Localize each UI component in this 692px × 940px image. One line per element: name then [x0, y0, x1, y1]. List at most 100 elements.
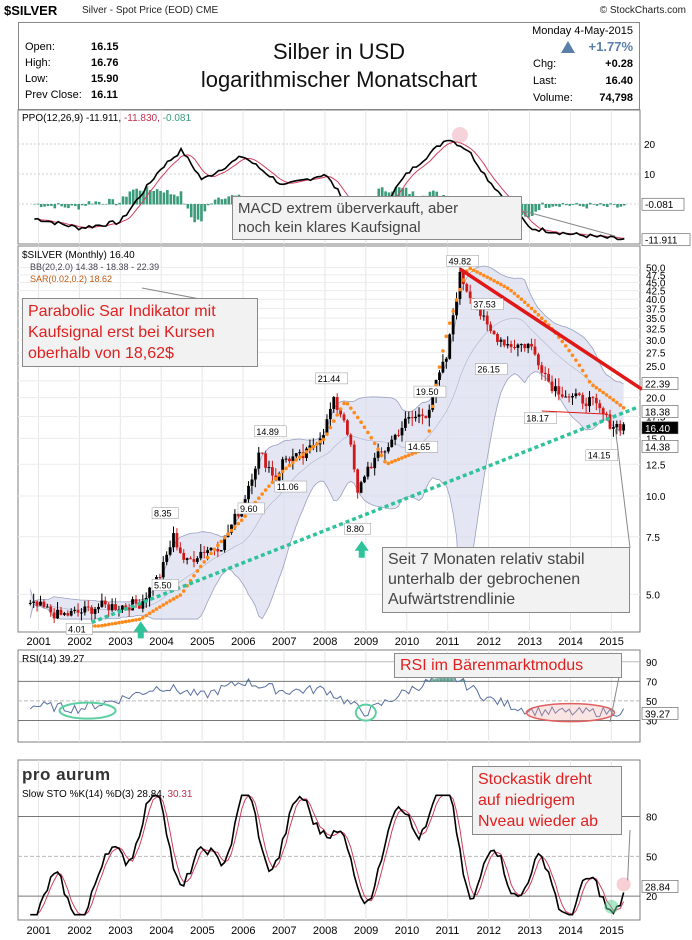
sar-dot — [96, 624, 101, 628]
price-tick-label: 7.5 — [646, 533, 660, 544]
sar-dot — [192, 573, 196, 578]
sar-dot — [447, 321, 452, 325]
price-tick-label: 40.0 — [646, 295, 666, 306]
sar-dot — [331, 419, 336, 423]
price-annotation: 8.35 — [154, 509, 172, 519]
ppo-histogram-bar — [155, 189, 159, 205]
ppo-histogram-bar — [87, 201, 91, 205]
ppo-histogram-bar — [60, 204, 63, 207]
annotation-box — [585, 449, 619, 461]
price-bar-body — [189, 558, 192, 560]
price-bar-body — [363, 476, 366, 483]
sar-dot — [212, 547, 217, 552]
price-bar-body — [172, 533, 175, 548]
sar-dot — [505, 286, 510, 291]
price-bar-body — [219, 550, 223, 552]
ppo-histogram-bar — [605, 204, 609, 207]
price-bar-body — [492, 330, 496, 335]
price-bar-body — [335, 397, 339, 410]
sar-dot — [318, 439, 322, 444]
sar-dot — [219, 539, 224, 544]
sar-dot — [563, 344, 568, 348]
annotation-box — [65, 623, 93, 635]
ppo-histogram-bar — [43, 204, 46, 207]
price-bar-body — [608, 414, 612, 429]
chart-title-line2: logarithmischer Monatschart — [200, 67, 478, 92]
annotation-box — [344, 522, 372, 535]
price-bar-body — [352, 444, 356, 470]
price-bar-body — [605, 414, 608, 416]
sar-legend: SAR(0.02,0.2) 18.62 — [30, 274, 113, 284]
price-badge-bb-lower-bg — [641, 440, 679, 453]
sar-dot — [427, 429, 432, 433]
ppo-histogram-bar — [520, 204, 524, 216]
sar-dot — [236, 521, 241, 526]
price-bar-body — [557, 386, 561, 395]
ppo-histogram-bar — [172, 194, 176, 205]
exchange: CME — [195, 5, 219, 16]
ppo-histogram-bar — [94, 201, 98, 205]
sar-dot — [345, 401, 350, 406]
sar-dot — [441, 349, 445, 353]
support-line — [541, 410, 608, 415]
price-bar-body — [482, 315, 486, 317]
ppo-histogram-bar — [571, 204, 575, 205]
ppo-histogram-bar — [578, 204, 582, 206]
brand[interactable]: © StockCharts.com — [599, 5, 686, 16]
price-bar-body — [574, 393, 578, 397]
sto-k-line — [30, 794, 625, 916]
sar-dot — [533, 309, 537, 314]
ppo-histogram-bar — [537, 204, 541, 211]
sar-dot — [168, 599, 172, 603]
ppo-badge-hist-bg — [641, 197, 685, 211]
price-bar-body — [141, 601, 145, 609]
ppo-histogram-bar — [97, 201, 101, 205]
sar-dot — [591, 383, 595, 388]
ppo-peak-marker — [451, 127, 468, 143]
price-tick-label: 5.0 — [646, 590, 660, 601]
ppo-histogram-bar — [227, 196, 231, 205]
price-tick-label: 15.0 — [646, 434, 666, 445]
sto-badge-bg — [641, 880, 679, 893]
ppo-histogram-bar — [200, 204, 203, 222]
price-bar-body — [223, 537, 227, 551]
x-tick-label: 2006 — [231, 636, 255, 648]
ppo-histogram-bar — [623, 204, 626, 206]
price-bar-body — [618, 423, 622, 431]
price-bar-body — [543, 372, 547, 375]
volume-label: Volume: — [533, 92, 573, 104]
last-value: 16.40 — [605, 75, 633, 87]
ppo-histogram-bar — [101, 204, 104, 205]
price-tick-label: 32.5 — [646, 325, 666, 336]
price-bar-body — [339, 409, 342, 415]
prev-close-label: Prev Close: — [25, 89, 82, 101]
price-bar-body — [519, 344, 523, 346]
x-tick-label: 2007 — [272, 636, 296, 648]
price-bar-body — [499, 339, 503, 342]
price-tick-label: 47.5 — [646, 271, 666, 282]
price-bar-body — [288, 458, 291, 462]
ppo-histogram-bar — [176, 196, 179, 205]
price-bar-body — [83, 606, 87, 613]
price-bar-body — [485, 315, 489, 325]
ppo-histogram-bar — [128, 191, 132, 205]
price-bar-body — [403, 418, 407, 428]
ppo-histogram-bar — [149, 190, 152, 205]
price-annotation: 19.50 — [416, 387, 439, 397]
price-badge-bb-lower: 14.38 — [645, 442, 670, 453]
ppo-histogram-bar — [70, 204, 74, 206]
price-bar-body — [284, 458, 288, 460]
price-bar-body — [479, 309, 482, 316]
price-bar-body — [540, 365, 544, 373]
sar-dot — [359, 420, 363, 425]
sar-dot — [294, 458, 299, 462]
price-bar-body — [533, 346, 537, 355]
sar-dot — [123, 619, 128, 624]
x-tick-label: 2003 — [108, 925, 132, 937]
ppo-histogram-bar — [80, 204, 84, 206]
x-tick-label: 2014 — [558, 636, 582, 648]
annotation-box — [413, 385, 447, 398]
x-tick-label: 2002 — [67, 925, 91, 937]
x-tick-label: 2003 — [108, 636, 132, 648]
price-bar-body — [137, 603, 141, 609]
